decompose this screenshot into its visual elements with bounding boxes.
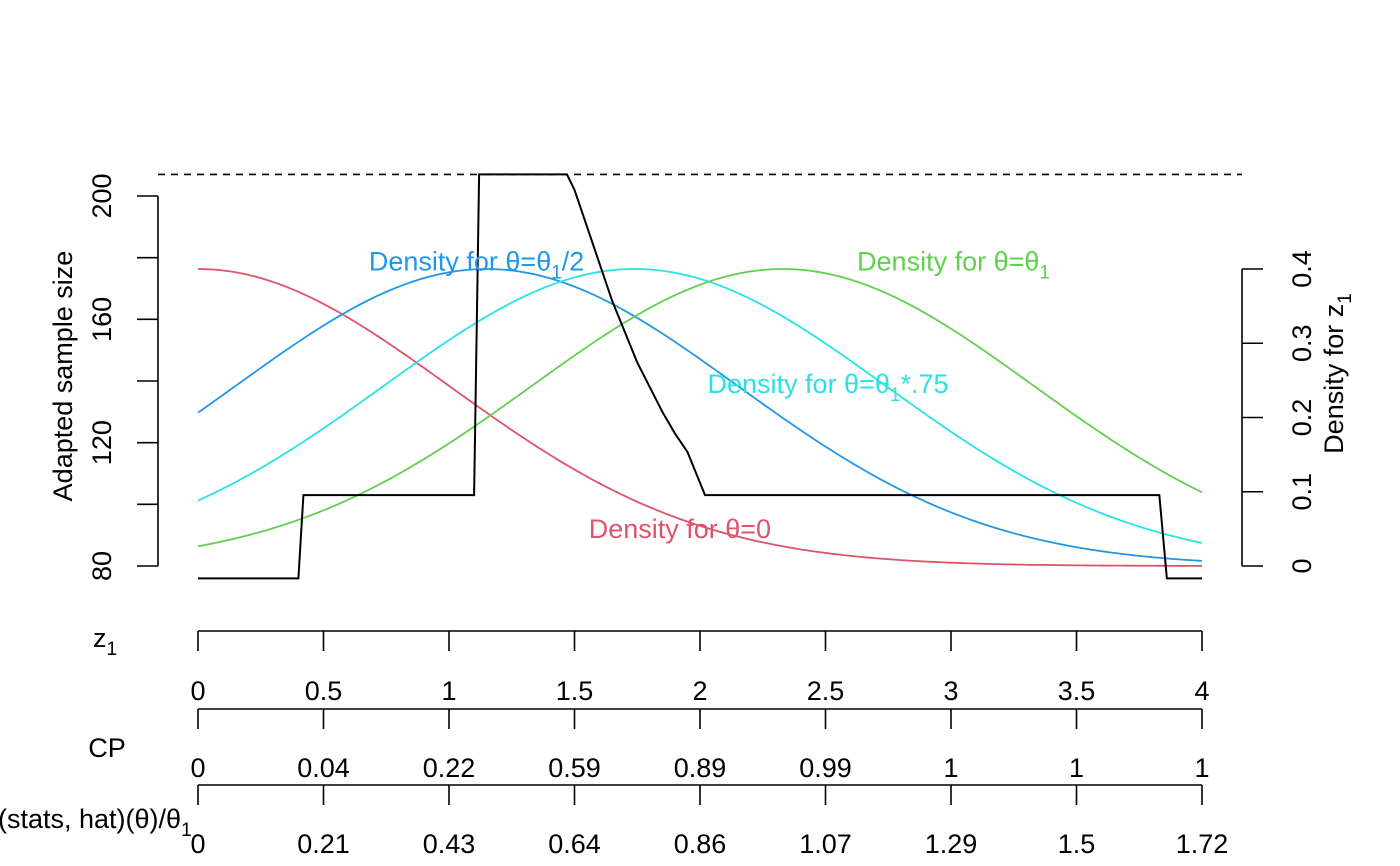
theta-axis-tick-label: 0.64 (548, 829, 601, 859)
z1-axis-tick-label: 0 (190, 676, 205, 706)
cp-axis-tick-label: 1 (1194, 753, 1209, 783)
right-axis-tick-label: 0.4 (1287, 250, 1317, 288)
density-labels: Density for θ=0 Density for θ=θ1/2 Density… (369, 247, 1050, 544)
cp-axis-tick-label: 0.04 (297, 753, 350, 783)
density-curve-2 (197, 268, 1203, 544)
theta-axis-tick-label: 0 (190, 829, 205, 859)
theta-ratio-axis: 0 0.21 0.43 0.64 0.86 1.07 1.29 1.5 1.72 (stats, … (0, 784, 1229, 859)
cp-axis-tick-label: 0.22 (423, 753, 476, 783)
z1-axis-tick-label: 3.5 (1058, 676, 1096, 706)
density-curve-3 (197, 268, 1203, 548)
cp-axis-tick-label: 0.89 (674, 753, 727, 783)
theta-axis-tick-label: 1.72 (1176, 829, 1229, 859)
z1-axis-tick-label: 3 (943, 676, 958, 706)
theta-axis-tick-label: 0.43 (423, 829, 476, 859)
density-curve-1 (197, 268, 1203, 562)
z1-axis-tick-label: 0.5 (305, 676, 343, 706)
cp-axis-tick-label: 1 (943, 753, 958, 783)
theta-axis-tick-label: 0.21 (297, 829, 350, 859)
density-label-0: Density for θ=0 (589, 514, 771, 544)
cp-axis: 0 0.04 0.22 0.59 0.89 0.99 1 1 1 CP (88, 708, 1210, 783)
cp-axis-tick-label: 1 (1069, 753, 1084, 783)
theta-axis-tick-label: 1.07 (799, 829, 852, 859)
density-curves (197, 268, 1203, 567)
left-axis-tick-label: 120 (87, 420, 117, 465)
density-curve-0 (197, 268, 1203, 567)
z1-axis-tick-label: 1.5 (556, 676, 594, 706)
cp-axis-label: CP (88, 733, 126, 763)
left-y-axis: 80 120 160 200 Adapted sample size (48, 173, 159, 581)
sample-size-series (198, 173, 1202, 580)
z1-axis-tick-label: 2 (692, 676, 707, 706)
theta-axis-tick-label: 0.86 (674, 829, 727, 859)
sample-size-curve (198, 173, 1202, 580)
right-axis-tick-label: 0.2 (1287, 399, 1317, 437)
theta-axis-label: (stats, hat)(θ)/θ1 (0, 804, 192, 841)
density-label-2: Density for θ=θ1*.75 (708, 369, 949, 406)
z1-axis-label: z1 (93, 623, 117, 660)
right-axis-tick-label: 0.1 (1287, 473, 1317, 511)
left-axis-tick-label: 80 (87, 551, 117, 581)
density-label-3: Density for θ=θ1 (857, 247, 1050, 284)
theta-axis-tick-label: 1.29 (925, 829, 978, 859)
cp-axis-tick-label: 0 (190, 753, 205, 783)
z1-axis-tick-label: 4 (1194, 676, 1209, 706)
left-axis-tick-label: 200 (87, 173, 117, 218)
theta-axis-tick-label: 1.5 (1058, 829, 1096, 859)
left-axis-label: Adapted sample size (48, 251, 78, 502)
cp-axis-tick-label: 0.59 (548, 753, 601, 783)
z1-axis: 0 0.5 1 1.5 2 2.5 3 3.5 4 z1 (93, 623, 1210, 706)
left-axis-tick-label: 160 (87, 297, 117, 342)
right-axis-tick-label: 0 (1287, 558, 1317, 573)
z1-axis-tick-label: 2.5 (807, 676, 845, 706)
right-axis-label: Density for z1 (1319, 293, 1356, 454)
cp-axis-tick-label: 0.99 (799, 753, 852, 783)
right-axis-tick-label: 0.3 (1287, 324, 1317, 362)
density-label-1: Density for θ=θ1/2 (369, 247, 584, 284)
z1-axis-tick-label: 1 (441, 676, 456, 706)
